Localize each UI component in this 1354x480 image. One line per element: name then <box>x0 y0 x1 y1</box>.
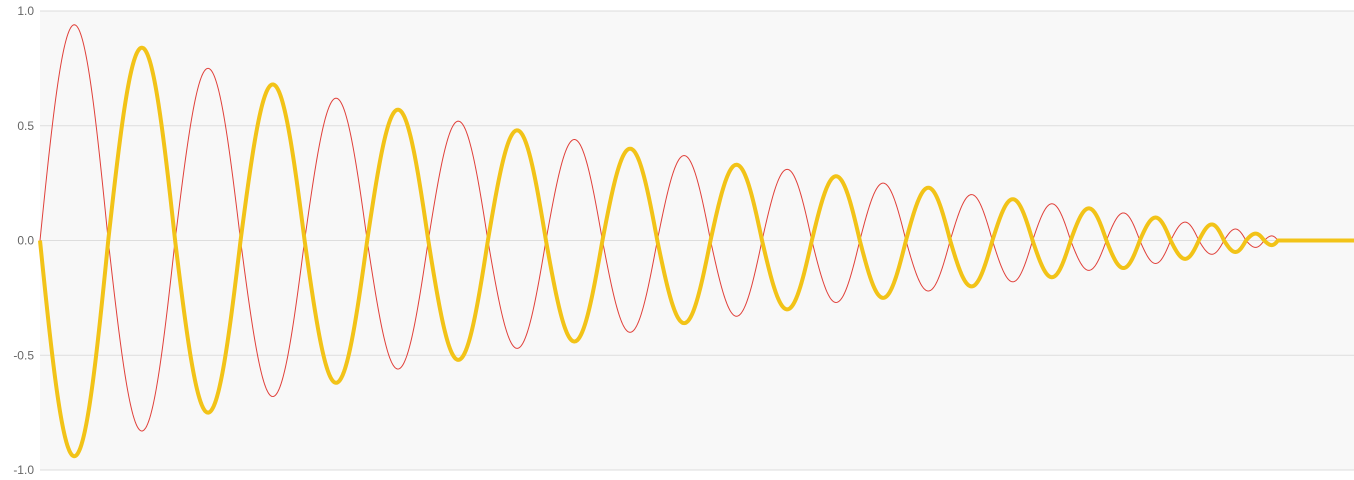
y-tick-label: -1.0 <box>13 463 34 477</box>
y-tick-label: 0.0 <box>17 234 34 248</box>
series-line-2 <box>38 45 1354 459</box>
y-axis-ticks: 1.0 0.5 0.0 -0.5 -1.0 <box>13 4 34 477</box>
y-tick-label: 0.5 <box>17 119 34 133</box>
y-tick-label: -0.5 <box>13 348 34 362</box>
y-tick-label: 1.0 <box>17 4 34 18</box>
series-lines <box>38 24 1354 459</box>
